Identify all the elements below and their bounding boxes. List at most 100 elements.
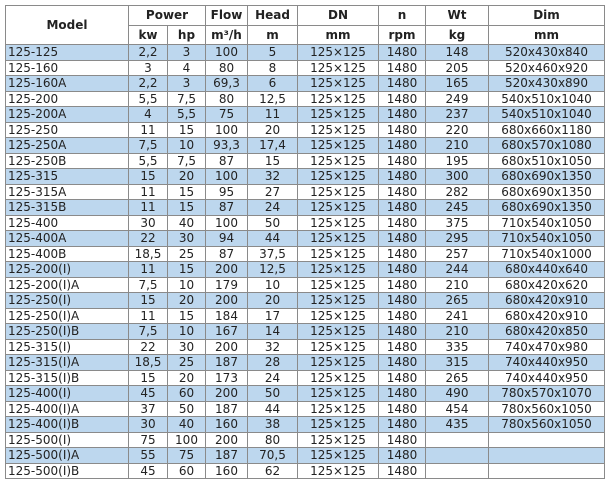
- cell-head: 12,5: [247, 261, 298, 278]
- cell-kw: 15: [128, 369, 168, 386]
- cell-rpm: 1480: [378, 307, 426, 324]
- table-row: 125-160 3 4 80 8 125×125 1480 205 520x460x920: [5, 59, 605, 76]
- cell-head: 32: [247, 338, 298, 355]
- cell-model: 125-250(I)B: [5, 323, 129, 340]
- table-row: 125-400(I)A 37 50 187 44 125×125 1480 454 780x56…: [5, 400, 605, 417]
- header-power: Power: [128, 5, 206, 26]
- cell-dimensions: 680x690x1350: [488, 199, 605, 216]
- cell-model: 125-125: [5, 44, 129, 61]
- unit-wt: kg: [425, 24, 489, 45]
- cell-flow: 69,3: [205, 75, 248, 92]
- cell-head: 8: [247, 59, 298, 76]
- cell-head: 50: [247, 214, 298, 231]
- unit-hp: hp: [167, 24, 206, 45]
- cell-kw: 7,5: [128, 276, 168, 293]
- cell-model: 125-400B: [5, 245, 129, 262]
- cell-dimensions: 540x510x1040: [488, 90, 605, 107]
- cell-flow: 179: [205, 276, 248, 293]
- cell-head: 17: [247, 307, 298, 324]
- cell-dimensions: 740x470x980: [488, 338, 605, 355]
- cell-kw: 11: [128, 261, 168, 278]
- cell-head: 10: [247, 276, 298, 293]
- cell-weight: [425, 431, 489, 448]
- cell-weight: 210: [425, 276, 489, 293]
- cell-kw: 30: [128, 416, 168, 433]
- cell-dn: 125×125: [297, 230, 379, 247]
- cell-weight: [425, 462, 489, 479]
- cell-model: 125-315: [5, 168, 129, 185]
- cell-head: 32: [247, 168, 298, 185]
- cell-rpm: 1480: [378, 431, 426, 448]
- cell-weight: 244: [425, 261, 489, 278]
- cell-head: 44: [247, 400, 298, 417]
- cell-dn: 125×125: [297, 168, 379, 185]
- cell-weight: 375: [425, 214, 489, 231]
- cell-rpm: 1480: [378, 44, 426, 61]
- cell-flow: 200: [205, 385, 248, 402]
- cell-flow: 95: [205, 183, 248, 200]
- cell-hp: 40: [167, 214, 206, 231]
- cell-dn: 125×125: [297, 137, 379, 154]
- cell-kw: 2,2: [128, 44, 168, 61]
- cell-hp: 30: [167, 338, 206, 355]
- cell-hp: 40: [167, 416, 206, 433]
- cell-model: 125-315A: [5, 183, 129, 200]
- cell-dn: 125×125: [297, 152, 379, 169]
- cell-dn: 125×125: [297, 338, 379, 355]
- cell-hp: 75: [167, 447, 206, 464]
- cell-hp: 15: [167, 121, 206, 138]
- header-row: Model Power Flow Head DN n Wt Dim: [5, 5, 605, 45]
- cell-dn: 125×125: [297, 385, 379, 402]
- cell-head: 12,5: [247, 90, 298, 107]
- cell-rpm: 1480: [378, 90, 426, 107]
- cell-head: 38: [247, 416, 298, 433]
- cell-dn: 125×125: [297, 106, 379, 123]
- cell-hp: 25: [167, 354, 206, 371]
- unit-flow: m³/h: [205, 24, 248, 45]
- header-n: n: [378, 5, 426, 26]
- cell-hp: 60: [167, 385, 206, 402]
- cell-kw: 3: [128, 59, 168, 76]
- cell-model: 125-500(I): [5, 431, 129, 448]
- cell-hp: 5,5: [167, 106, 206, 123]
- cell-kw: 2,2: [128, 75, 168, 92]
- cell-flow: 200: [205, 261, 248, 278]
- cell-dimensions: 680x660x1180: [488, 121, 605, 138]
- cell-rpm: 1480: [378, 199, 426, 216]
- cell-dimensions: [488, 447, 605, 464]
- header-dim: Dim: [488, 5, 605, 26]
- cell-dimensions: 520x460x920: [488, 59, 605, 76]
- cell-model: 125-400(I)B: [5, 416, 129, 433]
- cell-rpm: 1480: [378, 137, 426, 154]
- cell-weight: 241: [425, 307, 489, 324]
- cell-kw: 7,5: [128, 323, 168, 340]
- cell-kw: 55: [128, 447, 168, 464]
- cell-weight: [425, 447, 489, 464]
- cell-dn: 125×125: [297, 199, 379, 216]
- table-row: 125-500(I) 75 100 200 80 125×125 1480: [5, 431, 605, 448]
- cell-dn: 125×125: [297, 307, 379, 324]
- cell-flow: 80: [205, 59, 248, 76]
- cell-hp: 15: [167, 307, 206, 324]
- table-row: 125-250B 5,5 7,5 87 15 125×125 1480 195 680x510x…: [5, 152, 605, 169]
- cell-rpm: 1480: [378, 292, 426, 309]
- cell-rpm: 1480: [378, 385, 426, 402]
- cell-flow: 80: [205, 90, 248, 107]
- cell-head: 6: [247, 75, 298, 92]
- cell-flow: 87: [205, 245, 248, 262]
- unit-kw: kw: [128, 24, 168, 45]
- cell-kw: 11: [128, 121, 168, 138]
- cell-kw: 5,5: [128, 152, 168, 169]
- cell-model: 125-250B: [5, 152, 129, 169]
- cell-flow: 187: [205, 354, 248, 371]
- header-dn: DN: [297, 5, 379, 26]
- table-row: 125-315(I) 22 30 200 32 125×125 1480 335 740x470…: [5, 338, 605, 355]
- cell-head: 50: [247, 385, 298, 402]
- units-row: kw hp m³/h m mm rpm kg mm: [6, 24, 605, 45]
- cell-flow: 87: [205, 199, 248, 216]
- cell-model: 125-250: [5, 121, 129, 138]
- cell-weight: 315: [425, 354, 489, 371]
- cell-hp: 7,5: [167, 90, 206, 107]
- cell-weight: 210: [425, 323, 489, 340]
- table-row: 125-200(I)A 7,5 10 179 10 125×125 1480 210 680x4…: [5, 276, 605, 293]
